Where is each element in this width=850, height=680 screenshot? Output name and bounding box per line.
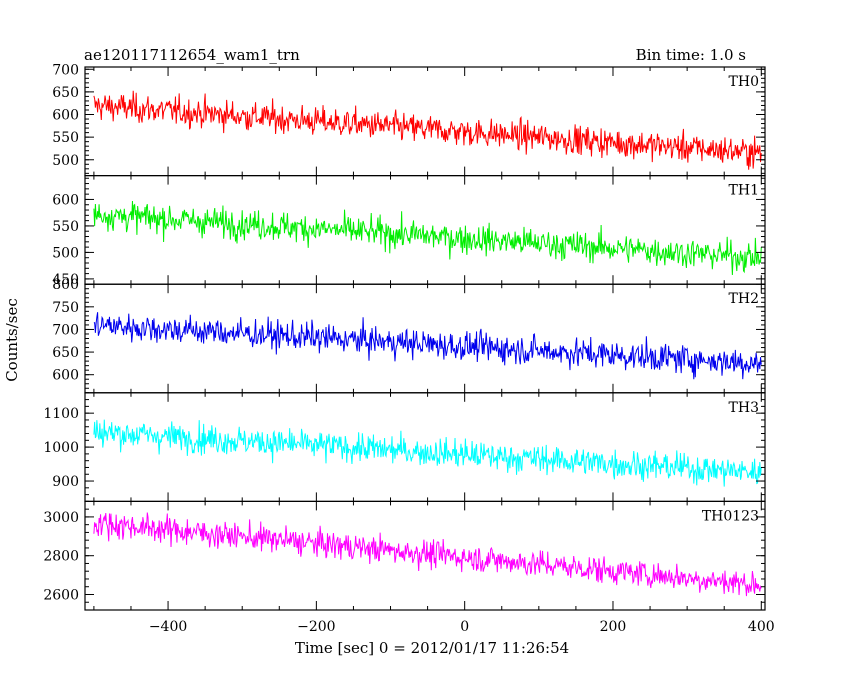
y-axis-title: Counts/sec <box>3 298 21 382</box>
y-tick-label: 1000 <box>43 440 79 456</box>
chart-title: ae120117112654_wam1_trn <box>84 46 300 64</box>
series-th0-line <box>93 90 762 170</box>
y-tick-label: 500 <box>52 245 79 261</box>
y-tick-label: 2600 <box>43 587 79 603</box>
x-tick-label: −400 <box>149 619 187 635</box>
x-tick-label: 0 <box>460 619 469 635</box>
series-th2-line <box>93 312 762 380</box>
y-tick-label: 550 <box>52 219 79 235</box>
panel-label: TH3 <box>729 400 759 416</box>
y-tick-label: 700 <box>52 322 79 338</box>
panel-th0123: 2600 2800 3000 TH0123 <box>43 500 766 611</box>
panel-th2: 600 650 700 750 800 TH2 <box>52 277 766 394</box>
panel-frame <box>84 175 766 285</box>
y-tick-label: 900 <box>52 474 79 490</box>
series-th0123-line <box>93 512 762 597</box>
y-tick-label: 600 <box>52 368 79 384</box>
y-tick-label: 3000 <box>43 510 79 526</box>
y-tick-label: 650 <box>52 345 79 361</box>
panel-label: TH2 <box>729 291 759 307</box>
y-tick-label: 500 <box>52 153 79 169</box>
y-tick-label: 800 <box>52 277 79 293</box>
y-tick-label: 2800 <box>43 549 79 565</box>
panel-th3: 900 1000 1100 TH3 <box>43 392 766 502</box>
x-axis: −400 −200 0 200 400 <box>149 619 775 635</box>
y-tick-label: 650 <box>52 85 79 101</box>
series-th3-line <box>93 419 762 487</box>
panel-label: TH0123 <box>702 508 759 524</box>
y-tick-label: 700 <box>52 62 79 78</box>
x-tick-label: −200 <box>297 619 335 635</box>
y-tick-label: 450 <box>52 272 79 288</box>
x-tick-label: 200 <box>600 619 627 635</box>
y-tick-label: 550 <box>52 130 79 146</box>
panels: 500 550 600 650 700 TH0 450 500 550 600 TH1 600 650 7… <box>43 62 766 611</box>
panel-label: TH1 <box>729 183 759 199</box>
y-tick-label: 600 <box>52 192 79 208</box>
bin-time-label: Bin time: 1.0 s <box>636 46 746 64</box>
series-th1-line <box>93 200 762 275</box>
y-tick-label: 600 <box>52 108 79 124</box>
panel-th1: 450 500 550 600 TH1 <box>52 175 766 288</box>
y-tick-label: 750 <box>52 300 79 316</box>
panel-frame <box>84 66 766 177</box>
y-tick-label: 1100 <box>43 406 79 422</box>
panel-th0: 500 550 600 650 700 TH0 <box>52 62 766 177</box>
x-tick-label: 400 <box>748 619 775 635</box>
panel-label: TH0 <box>729 74 759 90</box>
x-axis-title: Time [sec] 0 = 2012/01/17 11:26:54 <box>295 639 569 657</box>
